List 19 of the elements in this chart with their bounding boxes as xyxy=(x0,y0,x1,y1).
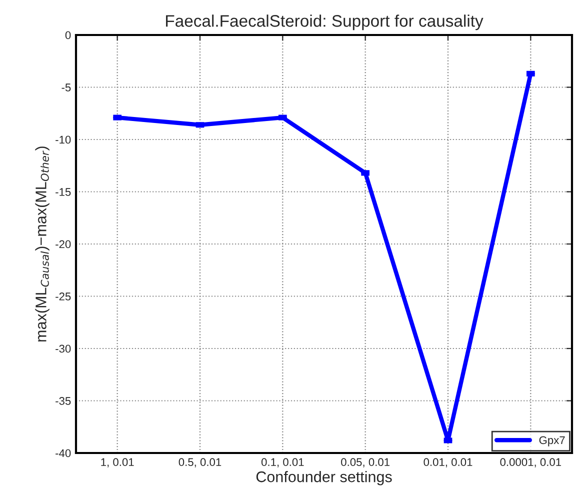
chart-title: Faecal.FaecalSteroid: Support for causality xyxy=(166,14,484,30)
y-tick-label: -10 xyxy=(56,136,71,144)
x-axis-title: Confounder settings xyxy=(256,470,392,486)
y-tick-label: -35 xyxy=(56,397,71,405)
y-tick-label: -15 xyxy=(56,188,71,196)
y-tick-label: 0 xyxy=(65,31,71,40)
x-tick-label: 1, 0.01 xyxy=(101,458,134,468)
y-tick-label: -30 xyxy=(56,344,71,353)
x-tick-label: 0.1, 0.01 xyxy=(261,458,304,468)
y-tick-label: -20 xyxy=(56,240,71,248)
x-tick-label: 0.5, 0.01 xyxy=(178,458,222,468)
y-axis-title: max(ML$_{Causal}$)−max(ML$_{Other}$) xyxy=(35,146,50,342)
x-tick-label: 0.0001, 0.01 xyxy=(500,458,562,468)
x-tick-label: 0.01, 0.01 xyxy=(424,458,472,468)
y-tick-label: -40 xyxy=(56,449,71,458)
y-tick-label: -25 xyxy=(56,292,71,300)
x-tick-label: 0.05, 0.01 xyxy=(341,458,390,468)
y-tick-label: -5 xyxy=(62,84,71,92)
legend-label: Gpx7 xyxy=(539,436,565,446)
